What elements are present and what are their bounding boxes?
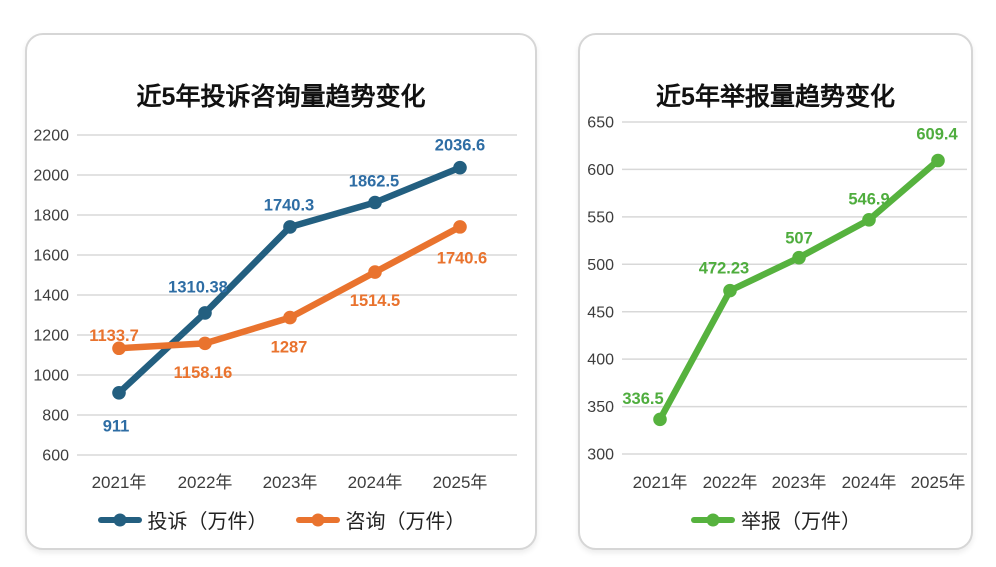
data-label: 507 <box>785 229 813 247</box>
data-label: 2036.6 <box>435 136 485 154</box>
data-point-marker <box>453 220 467 234</box>
y-tick-label: 500 <box>587 257 614 274</box>
chart-legend-reports: 举报（万件） <box>580 505 971 534</box>
data-label: 1740.6 <box>437 250 487 268</box>
data-point-marker <box>653 412 667 427</box>
data-label: 1310.38 <box>168 279 228 297</box>
legend-label: 举报（万件） <box>741 511 861 533</box>
report-line-chart: 300 350 400 450 500 550 600 650 2021年 2022年 2023年 2… <box>587 115 967 492</box>
legend-item: 举报（万件） <box>690 505 861 534</box>
chart-legend-complaints: 投诉（万件） 咨询（万件） <box>27 505 535 534</box>
data-label: 546.9 <box>848 191 889 209</box>
y-tick-label: 2200 <box>33 128 69 145</box>
data-point-marker <box>112 386 126 400</box>
report-trend-card: 300 350 400 450 500 550 600 650 2021年 2022年 2023年 2… <box>578 33 973 550</box>
x-axis-label: 2022年 <box>703 473 758 492</box>
data-point-marker <box>198 306 212 320</box>
legend-item: 咨询（万件） <box>295 505 466 534</box>
legend-item: 投诉（万件） <box>97 505 268 534</box>
data-point-marker <box>368 265 382 279</box>
y-tick-label: 600 <box>587 162 614 179</box>
y-tick-label: 1600 <box>33 248 69 265</box>
legend-line-marker-icon <box>691 513 735 526</box>
y-tick-label: 2000 <box>33 168 69 185</box>
x-axis-label: 2023年 <box>772 473 827 492</box>
data-label: 1514.5 <box>350 292 400 310</box>
data-point-marker <box>283 220 297 234</box>
y-tick-label: 650 <box>587 115 614 132</box>
legend-label: 投诉（万件） <box>147 511 268 533</box>
x-axis-label: 2024年 <box>842 473 897 492</box>
data-label: 1287 <box>271 338 308 356</box>
y-tick-label: 1200 <box>33 328 69 345</box>
data-point-marker <box>283 310 297 325</box>
y-tick-label: 600 <box>42 448 69 465</box>
data-point-marker <box>862 212 876 227</box>
data-label: 1740.3 <box>264 197 314 215</box>
y-tick-label: 800 <box>42 408 69 425</box>
y-tick-label: 450 <box>587 304 614 321</box>
x-axis-label: 2023年 <box>263 473 318 492</box>
x-axis-label: 2024年 <box>348 473 403 492</box>
complaint-consultation-trend-card: 600 800 1000 1200 1400 1600 1800 2000 2200 2021年 2… <box>25 33 537 550</box>
data-label: 609.4 <box>916 125 958 143</box>
x-axis-label: 2022年 <box>178 473 233 492</box>
x-axis-label: 2021年 <box>633 473 688 492</box>
y-tick-label: 300 <box>587 447 614 464</box>
data-point-marker <box>792 250 806 265</box>
y-tick-label: 1800 <box>33 208 69 225</box>
data-point-marker <box>453 160 467 175</box>
data-label: 911 <box>103 418 130 436</box>
y-tick-label: 550 <box>587 209 614 226</box>
x-axis-label: 2021年 <box>92 473 147 492</box>
x-axis-label: 2025年 <box>911 473 966 492</box>
data-label: 1158.16 <box>174 364 233 382</box>
data-point-marker <box>198 336 212 351</box>
legend-line-marker-icon <box>97 513 142 526</box>
series-line <box>656 157 942 423</box>
data-label: 472.23 <box>699 259 749 277</box>
data-point-marker <box>723 283 737 298</box>
y-tick-label: 350 <box>587 399 614 416</box>
y-tick-label: 1400 <box>33 288 69 305</box>
data-label: 336.5 <box>622 390 663 408</box>
legend-line-marker-icon <box>295 513 340 526</box>
complaint-consultation-line-chart: 600 800 1000 1200 1400 1600 1800 2000 2200 2021年 2… <box>33 128 517 492</box>
data-label: 1133.7 <box>89 327 139 345</box>
legend-label: 咨询（万件） <box>345 511 466 533</box>
x-axis-label: 2025年 <box>433 473 488 492</box>
data-point-marker <box>112 341 126 356</box>
chart-title-complaints: 近5年投诉咨询量趋势变化 <box>136 82 426 111</box>
chart-title-reports: 近5年举报量趋势变化 <box>656 82 895 111</box>
data-point-marker <box>368 195 382 210</box>
y-tick-label: 400 <box>587 352 614 369</box>
y-tick-label: 1000 <box>33 368 69 385</box>
data-label: 1862.5 <box>349 172 399 190</box>
data-point-marker <box>931 153 945 168</box>
